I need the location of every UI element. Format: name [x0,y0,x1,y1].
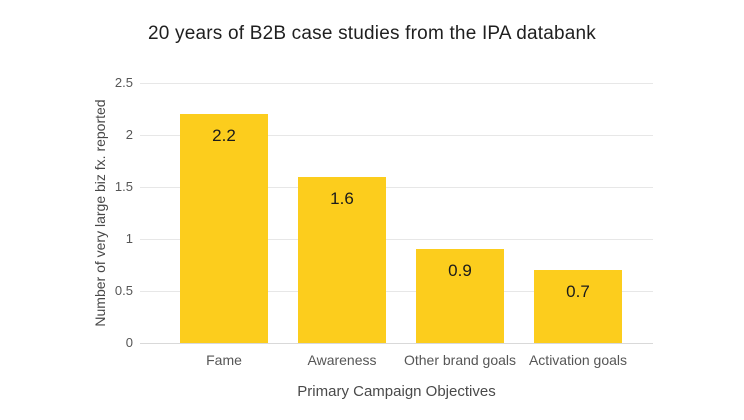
bar-fame: 2.2 [180,114,268,343]
y-tick-label: 0.5 [114,283,133,298]
y-tick-label: 1 [125,231,133,246]
chart-title: 20 years of B2B case studies from the IP… [148,23,596,44]
bar-other-brand-goals: 0.9 [416,249,504,343]
bar-value-label: 2.2 [212,126,236,146]
y-tick-label: 2 [125,127,133,142]
y-tick-label: 0 [125,335,133,350]
x-axis-title: Primary Campaign Objectives [297,383,496,400]
bar-value-label: 1.6 [330,188,354,208]
plot-area: 2.2 1.6 0.9 0.7 [140,83,653,344]
bar-value-label: 0.9 [448,261,472,281]
x-axis-baseline [140,343,653,344]
gridline [140,291,653,292]
y-tick-label: 1.5 [114,179,133,194]
bar-activation-goals: 0.7 [534,270,622,343]
gridline [140,83,653,84]
x-category-label: Activation goals [528,352,628,368]
x-category-label: Awareness [307,352,377,368]
x-category-label: Other brand goals [403,352,517,368]
bar-awareness: 1.6 [298,176,386,343]
gridline [140,135,653,136]
y-tick-label: 2.5 [114,75,133,90]
bar-value-label: 0.7 [566,282,590,302]
gridline [140,187,653,188]
x-category-label: Fame [206,352,242,368]
gridline [140,239,653,240]
